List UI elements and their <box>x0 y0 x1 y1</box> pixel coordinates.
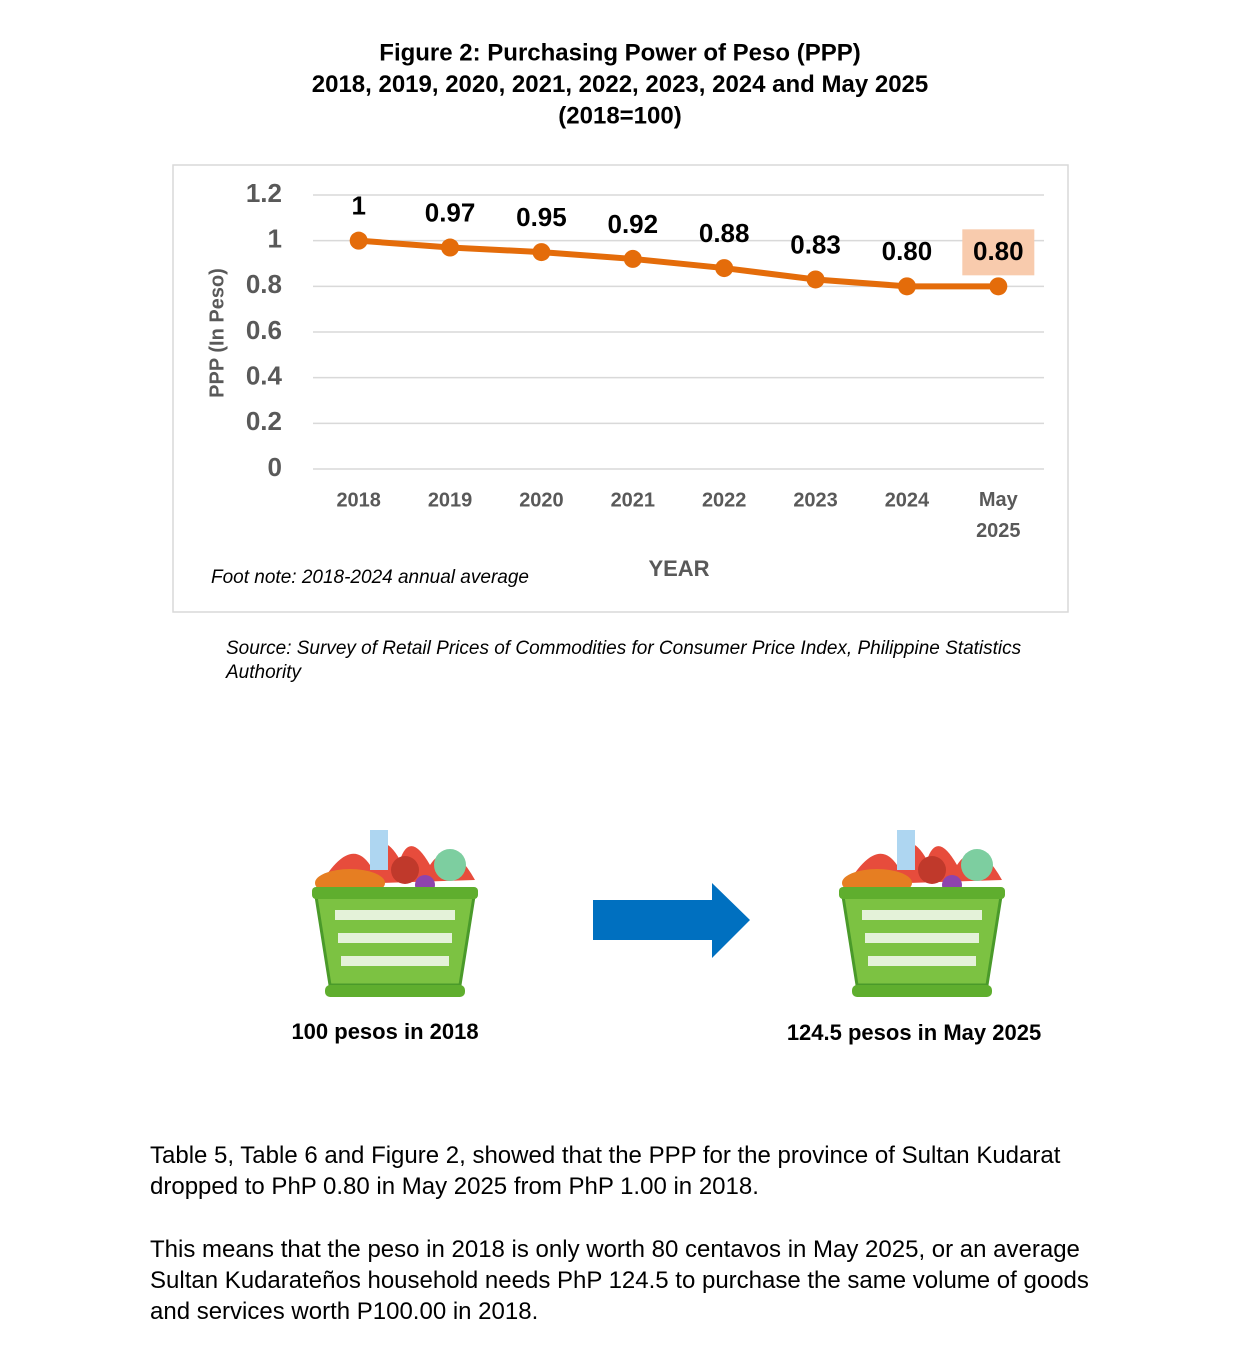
y-tick-label: 0.8 <box>246 269 282 299</box>
point <box>441 238 460 257</box>
paragraph: Table 5, Table 6 and Figure 2, showed th… <box>150 1142 1061 1200</box>
chart-title: (2018=100) <box>558 102 681 129</box>
y-tick-label: 0.2 <box>246 406 282 436</box>
point <box>532 243 551 262</box>
data-label: 0.80 <box>973 236 1024 266</box>
y-tick-label: 1.2 <box>246 178 282 208</box>
data-label: 0.92 <box>608 209 659 239</box>
data-label: 0.88 <box>699 218 750 248</box>
x-tick-label: 2024 <box>885 489 930 511</box>
paragraph: This means that the peso in 2018 is only… <box>150 1236 1089 1325</box>
data-label: 1 <box>351 191 365 221</box>
label-highlight <box>962 229 1035 276</box>
point <box>897 277 916 296</box>
x-tick-label: 2022 <box>702 489 747 511</box>
x-tick-label: 2019 <box>428 489 473 511</box>
source-note: Source: Survey of Retail Prices of Commo… <box>226 638 1022 683</box>
data-label: 0.83 <box>790 229 841 259</box>
chart-title: Figure 2: Purchasing Power of Peso (PPP) <box>379 39 860 66</box>
chart-frame <box>172 164 1069 613</box>
point <box>989 277 1008 296</box>
line <box>358 237 999 290</box>
data-label: 0.97 <box>425 197 476 227</box>
y-tick-label: 0.4 <box>246 361 283 391</box>
x-tick-label: May 2025 <box>976 489 1021 542</box>
x-tick-label: 2020 <box>519 489 564 511</box>
x-axis-label: YEAR <box>648 556 709 581</box>
y-tick-label: 1 <box>268 224 282 254</box>
caption: 124.5 pesos in May 2025 <box>787 1020 1041 1045</box>
x-tick-label: 2018 <box>336 489 381 511</box>
footnote: Foot note: 2018-2024 annual average <box>211 567 529 588</box>
basket-icon <box>310 828 480 999</box>
chart-title: 2018, 2019, 2020, 2021, 2022, 2023, 2024… <box>312 71 929 98</box>
point <box>715 259 734 278</box>
x-tick-label: 2023 <box>793 489 838 511</box>
y-tick-label: 0.6 <box>246 315 282 345</box>
basket-icon <box>837 828 1007 999</box>
data-label: 0.80 <box>882 236 933 266</box>
point <box>349 231 368 250</box>
caption: 100 pesos in 2018 <box>291 1019 478 1044</box>
point <box>623 249 642 268</box>
data-label: 0.95 <box>516 202 567 232</box>
arrow <box>593 883 750 958</box>
y-axis-label: PPP (In Peso) <box>206 268 228 398</box>
point <box>806 270 825 289</box>
x-tick-label: 2021 <box>611 489 656 511</box>
y-tick-label: 0 <box>268 452 282 482</box>
